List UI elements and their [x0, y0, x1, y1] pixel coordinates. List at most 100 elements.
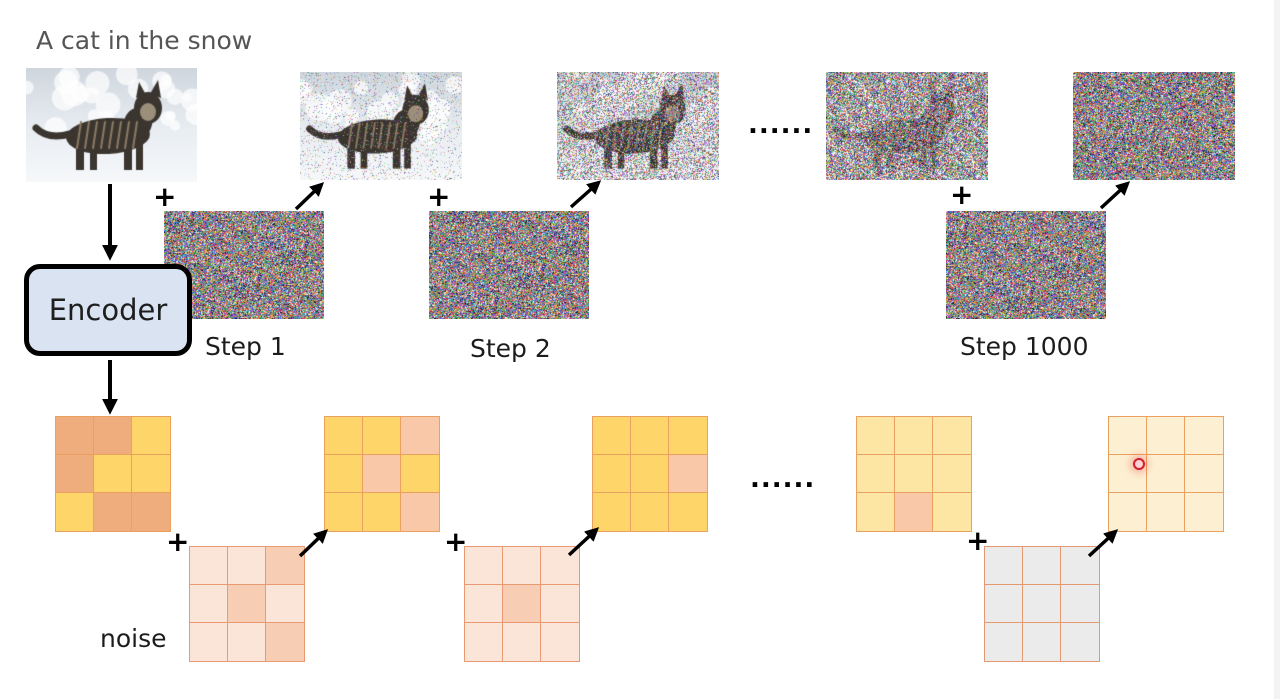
- grid-cell: [266, 547, 304, 585]
- grid-cell: [1185, 417, 1223, 455]
- grid-cell: [593, 417, 631, 455]
- grid-cell: [1185, 493, 1223, 531]
- diagram-title: A cat in the snow: [36, 26, 253, 55]
- step999-noisy-cat-image: [826, 72, 988, 180]
- grid-cell: [401, 455, 439, 493]
- grid-cell: [1061, 623, 1099, 661]
- grid-cell: [895, 417, 933, 455]
- step1000-pure-noise-image: [1073, 72, 1235, 180]
- grid-cell: [190, 623, 228, 661]
- noise-grid-1: [189, 546, 305, 662]
- grid-cell: [503, 547, 541, 585]
- latent-grid-1000: [1108, 416, 1224, 532]
- grid-cell: [631, 493, 669, 531]
- pixel-noise-step1000: [946, 211, 1106, 319]
- grid-cell: [56, 493, 94, 531]
- step2-noisy-cat-image: [557, 72, 719, 180]
- grid-cell: [228, 585, 266, 623]
- cursor-pointer-icon: [1133, 458, 1145, 470]
- grid-cell: [857, 493, 895, 531]
- grid-cell: [631, 455, 669, 493]
- grid-cell: [363, 493, 401, 531]
- grid-cell: [541, 585, 579, 623]
- arrow-top-step1000: [1099, 181, 1131, 210]
- grid-cell: [1185, 455, 1223, 493]
- grid-cell: [669, 493, 707, 531]
- grid-cell: [94, 455, 132, 493]
- grid-cell: [325, 417, 363, 455]
- plus-sign: +: [950, 178, 974, 211]
- grid-cell: [593, 455, 631, 493]
- noise-grid-1000: [984, 546, 1100, 662]
- grid-cell: [1109, 417, 1147, 455]
- grid-cell: [985, 623, 1023, 661]
- grid-cell: [266, 585, 304, 623]
- latent-grid-2: [592, 416, 708, 532]
- grid-cell: [132, 417, 170, 455]
- grid-cell: [1147, 493, 1185, 531]
- grid-cell: [363, 417, 401, 455]
- arrow-top-step1: [294, 182, 325, 211]
- grid-cell: [401, 493, 439, 531]
- grid-cell: [593, 493, 631, 531]
- scrollbar-edge: [1274, 0, 1280, 699]
- latent-grid-999: [856, 416, 972, 532]
- grid-cell: [1061, 547, 1099, 585]
- grid-cell: [465, 623, 503, 661]
- grid-cell: [503, 585, 541, 623]
- grid-cell: [503, 623, 541, 661]
- noise-label: noise: [100, 624, 167, 653]
- grid-cell: [325, 493, 363, 531]
- grid-cell: [631, 417, 669, 455]
- step1-noisy-cat-image: [300, 72, 462, 180]
- plus-sign: +: [427, 180, 451, 213]
- ellipsis-top: ......: [748, 110, 814, 140]
- grid-cell: [857, 455, 895, 493]
- grid-cell: [669, 455, 707, 493]
- arrow-top-step2: [569, 180, 602, 209]
- pixel-noise-step2: [429, 211, 589, 319]
- grid-cell: [228, 623, 266, 661]
- latent-grid-1: [324, 416, 440, 532]
- grid-cell: [190, 547, 228, 585]
- step-label-2: Step 2: [470, 334, 551, 363]
- grid-cell: [857, 417, 895, 455]
- plus-sign: +: [166, 525, 190, 558]
- grid-cell: [541, 547, 579, 585]
- grid-cell: [1023, 547, 1061, 585]
- grid-cell: [895, 493, 933, 531]
- grid-cell: [94, 493, 132, 531]
- grid-cell: [228, 547, 266, 585]
- grid-cell: [669, 417, 707, 455]
- plus-sign: +: [966, 524, 990, 557]
- grid-cell: [933, 417, 971, 455]
- grid-cell: [266, 623, 304, 661]
- grid-cell: [132, 455, 170, 493]
- original-cat-image: [26, 68, 197, 182]
- plus-sign: +: [444, 525, 468, 558]
- grid-cell: [1023, 623, 1061, 661]
- grid-cell: [465, 585, 503, 623]
- grid-cell: [325, 455, 363, 493]
- grid-cell: [56, 417, 94, 455]
- grid-cell: [1147, 417, 1185, 455]
- grid-cell: [94, 417, 132, 455]
- grid-cell: [363, 455, 401, 493]
- grid-cell: [933, 455, 971, 493]
- grid-cell: [1147, 455, 1185, 493]
- grid-cell: [895, 455, 933, 493]
- step-label-1000: Step 1000: [960, 332, 1089, 361]
- grid-cell: [401, 417, 439, 455]
- grid-cell: [541, 623, 579, 661]
- grid-cell: [933, 493, 971, 531]
- plus-sign: +: [153, 180, 177, 213]
- noise-grid-2: [464, 546, 580, 662]
- grid-cell: [465, 547, 503, 585]
- grid-cell: [132, 493, 170, 531]
- grid-cell: [1023, 585, 1061, 623]
- step-label-1: Step 1: [205, 332, 286, 361]
- grid-cell: [190, 585, 228, 623]
- latent-grid-0: [55, 416, 171, 532]
- grid-cell: [985, 585, 1023, 623]
